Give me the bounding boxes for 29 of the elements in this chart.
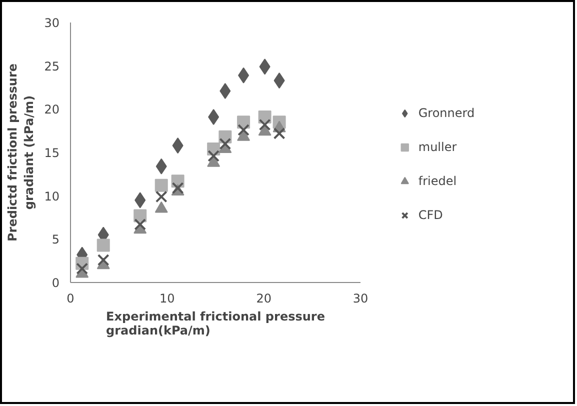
legend-label: friedel	[418, 174, 457, 188]
point	[273, 127, 286, 140]
x-tick-label: 0	[66, 292, 74, 306]
point	[134, 218, 146, 230]
y-axis-title: Predictd frictionl pressure gradiant (kPa/m)	[5, 64, 36, 242]
y-tick-label: 0	[52, 276, 60, 290]
point	[97, 254, 110, 266]
point	[134, 209, 147, 222]
y-tick-label: 10	[44, 189, 60, 204]
y-tick-label: 20	[44, 102, 60, 117]
y-tick-label: 15	[44, 146, 60, 160]
point	[155, 190, 168, 203]
point	[219, 138, 232, 150]
point	[76, 262, 88, 275]
x-tick-label: 10	[160, 292, 175, 306]
y-tick-label: 5	[52, 232, 60, 247]
point	[258, 118, 271, 131]
point	[238, 124, 250, 136]
x-tick-label: 30	[352, 292, 368, 306]
y-tick-label: 30	[44, 16, 60, 30]
point	[154, 178, 168, 192]
point	[96, 238, 110, 252]
x-axis-title: Experimental frictional pressure gradian(kPa/m)	[106, 310, 325, 338]
legend-label: muller	[418, 140, 457, 154]
legend-label: CFD	[418, 208, 443, 222]
legend-label: Gronnerd	[418, 106, 475, 120]
point	[208, 150, 220, 162]
y-tick-label: 25	[44, 59, 60, 74]
x-tick-label: 20	[256, 292, 272, 306]
